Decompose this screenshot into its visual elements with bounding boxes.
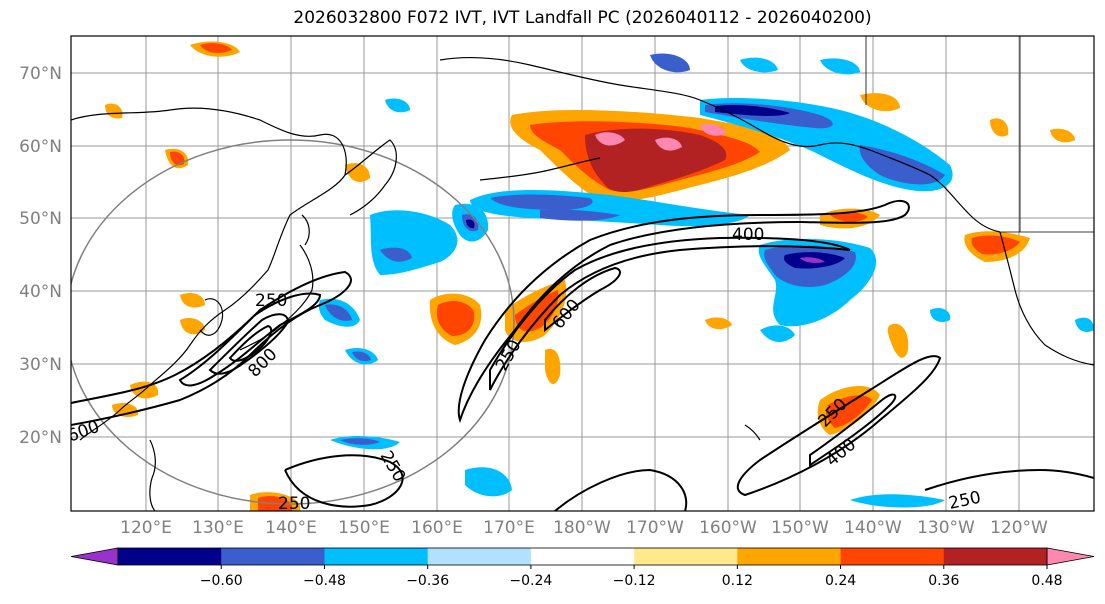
colorbar-segment xyxy=(221,548,325,565)
colorbar-tick-label: −0.24 xyxy=(509,573,552,589)
lon-label: 170°E xyxy=(483,518,535,538)
lat-label: 60°N xyxy=(19,137,62,157)
colorbar-segment xyxy=(737,548,842,565)
lon-label: 120°E xyxy=(120,518,172,538)
colorbar-tick-label: 0.48 xyxy=(1031,573,1062,589)
colorbar-tick-label: −0.48 xyxy=(303,573,346,589)
colorbar-tick-label: −0.12 xyxy=(613,573,656,589)
latitude-labels: 70°N 60°N 50°N 40°N 30°N 20°N xyxy=(19,64,62,448)
reference-circle xyxy=(71,139,515,505)
colorbar-segment xyxy=(943,548,1048,565)
colorbar-segment xyxy=(427,548,532,565)
map-content: 250 600 800 250 600 400 250 400 250 250 … xyxy=(71,36,1094,514)
lon-label: 130°E xyxy=(192,518,244,538)
lon-label: 180°W xyxy=(553,518,611,538)
lat-label: 30°N xyxy=(19,355,62,375)
ivt-contours xyxy=(71,199,1094,511)
colorbar-segment xyxy=(324,548,429,565)
lat-label: 20°N xyxy=(19,428,62,448)
lat-label: 50°N xyxy=(19,209,62,229)
colorbar-segment xyxy=(118,548,222,565)
contour-label: 400 xyxy=(732,225,764,245)
colorbar xyxy=(70,547,1095,566)
colorbar-outline xyxy=(117,547,1048,566)
contour-label: 250 xyxy=(947,488,983,514)
colorbar-extend-low xyxy=(70,547,119,566)
ivt-anomaly-fill xyxy=(105,41,1094,511)
lon-label: 120°W xyxy=(990,518,1048,538)
lon-label: 160°W xyxy=(699,518,757,538)
lon-label: 160°E xyxy=(411,518,463,538)
lon-label: 150°W xyxy=(771,518,829,538)
map-frame xyxy=(70,35,1095,512)
colorbar-extend-high xyxy=(1046,547,1095,566)
contour-label: 250 xyxy=(255,291,287,311)
colorbar-tick-label: −0.36 xyxy=(406,573,449,589)
colorbar-segment xyxy=(530,548,635,565)
lat-label: 70°N xyxy=(19,64,62,84)
colorbar-segment xyxy=(634,548,738,565)
lon-label: 140°E xyxy=(265,518,317,538)
colorbar-tick-label: −0.60 xyxy=(200,573,243,589)
lon-label: 140°W xyxy=(844,518,902,538)
colorbar-ticks: −0.60 −0.48 −0.36 −0.24 −0.12 0.12 0.24 0.36 0.4… xyxy=(200,565,1063,589)
longitude-labels: 120°E 130°E 140°E 150°E 160°E 170°E 180°… xyxy=(120,518,1048,538)
colorbar-tick-label: 0.12 xyxy=(722,573,753,589)
coastlines xyxy=(71,36,1094,511)
map-title: 2026032800 F072 IVT, IVT Landfall PC (20… xyxy=(293,8,872,28)
colorbar-tick-label: 0.36 xyxy=(928,573,959,589)
graticule xyxy=(71,36,1094,511)
lon-label: 150°E xyxy=(338,518,390,538)
colorbar-tick-label: 0.24 xyxy=(825,573,856,589)
lon-label: 170°W xyxy=(626,518,684,538)
lat-label: 40°N xyxy=(19,282,62,302)
contour-label: 250 xyxy=(278,494,310,514)
colorbar-segment xyxy=(840,548,945,565)
lon-label: 130°W xyxy=(917,518,975,538)
